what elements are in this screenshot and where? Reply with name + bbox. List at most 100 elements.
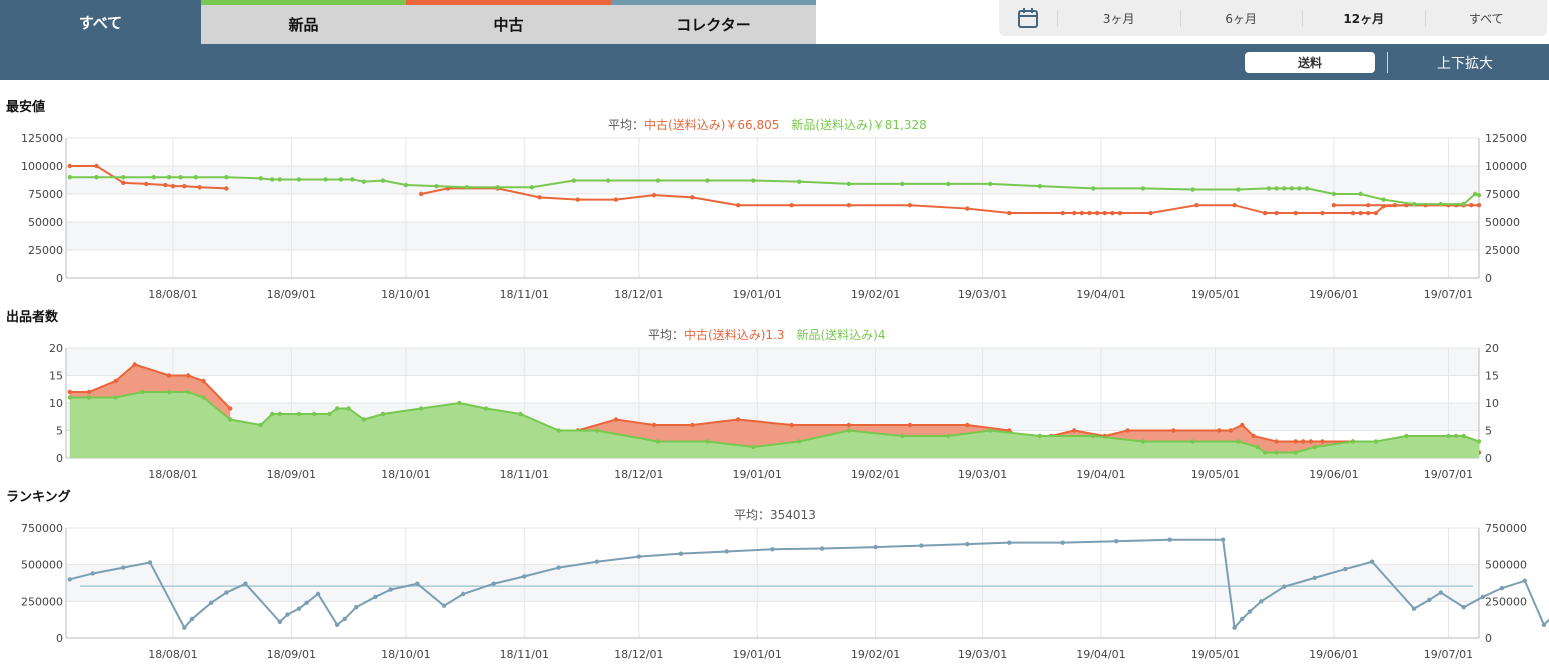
x-tick-label: 19/01/01: [733, 648, 782, 661]
price-chart-title: 最安値: [6, 100, 46, 115]
data-point: [151, 175, 157, 180]
price-chart: 18/08/01 18/09/01 18/10/01 18/11/01 18/12/01…: [21, 117, 1527, 301]
calendar-icon[interactable]: [999, 7, 1057, 29]
data-point: [296, 606, 302, 611]
data-point: [315, 591, 321, 597]
data-point: [258, 176, 263, 181]
range-6m[interactable]: 6ヶ月: [1179, 9, 1303, 27]
data-point: [1266, 186, 1272, 191]
plot-band: [66, 194, 1479, 222]
data-point: [873, 544, 878, 550]
subtitle-prefix: 平均：: [608, 118, 644, 132]
data-point: [228, 417, 233, 422]
data-point: [1140, 439, 1146, 444]
y-tick-label-left: 0: [56, 452, 63, 465]
x-tick-label: 19/02/01: [851, 648, 900, 661]
subtitle-value: 354013: [770, 508, 816, 522]
plot-band: [66, 375, 1479, 403]
x-tick-label: 18/09/01: [267, 648, 316, 661]
data-point: [1480, 594, 1486, 600]
y-tick-label-right: 500000: [1485, 559, 1527, 572]
data-point: [1190, 439, 1195, 444]
x-tick-label: 19/05/01: [1191, 468, 1240, 481]
data-point: [556, 428, 561, 433]
data-point: [403, 182, 409, 188]
data-point: [1117, 210, 1123, 216]
x-tick-label: 19/07/01: [1424, 288, 1473, 301]
tab-used[interactable]: 中古: [406, 0, 611, 44]
data-point: [1476, 203, 1482, 208]
data-point: [789, 422, 794, 428]
data-point: [277, 619, 283, 625]
data-point: [285, 612, 290, 617]
data-point: [1350, 439, 1356, 444]
data-point: [705, 178, 710, 183]
range-12m[interactable]: 12ヶ月: [1302, 9, 1425, 27]
vertical-zoom-button[interactable]: 上下拡大: [1437, 55, 1493, 72]
y-tick-label-left: 125000: [21, 132, 63, 145]
y-tick-label-right: 15: [1485, 370, 1499, 383]
x-tick-label: 18/10/01: [381, 288, 430, 301]
data-point: [338, 177, 344, 182]
data-point: [797, 439, 802, 444]
data-point: [690, 195, 695, 200]
data-point: [1476, 192, 1482, 198]
data-point: [342, 616, 347, 622]
data-point: [1274, 210, 1279, 216]
subtitle-new: 新品(送料込み)￥81,328: [791, 117, 926, 132]
data-point: [1091, 433, 1096, 439]
data-point: [1312, 444, 1317, 450]
data-point: [483, 406, 489, 411]
y-tick-label-right: 750000: [1485, 522, 1527, 535]
data-point: [388, 587, 393, 592]
x-tick-label: 19/03/01: [958, 648, 1007, 661]
data-point: [594, 428, 600, 433]
data-point: [1007, 540, 1012, 545]
data-point: [770, 547, 775, 552]
data-point: [1167, 537, 1172, 542]
data-point: [846, 422, 852, 428]
data-point: [1236, 187, 1241, 192]
data-point: [1240, 422, 1245, 428]
y-tick-label-left: 15: [49, 370, 63, 383]
data-point: [1091, 186, 1096, 191]
range-all[interactable]: すべて: [1424, 9, 1548, 27]
range-3m[interactable]: 3ヶ月: [1057, 9, 1180, 27]
data-point: [789, 203, 794, 208]
data-point: [327, 411, 332, 417]
data-point: [270, 177, 275, 182]
y-tick-label-left: 20: [49, 342, 63, 355]
data-point: [900, 181, 905, 187]
sellers-chart: 18/08/01 18/09/01 18/10/01 18/11/01 18/12/01…: [49, 327, 1499, 481]
data-point: [495, 185, 500, 190]
tab-new[interactable]: 新品: [201, 0, 406, 44]
x-tick-label: 18/10/01: [381, 648, 430, 661]
data-point: [1071, 210, 1077, 216]
data-point: [518, 411, 523, 417]
x-tick-label: 18/11/01: [500, 468, 549, 481]
shipping-toggle-button[interactable]: 送料: [1245, 52, 1375, 73]
data-point: [186, 373, 191, 378]
data-point: [418, 191, 424, 197]
data-point: [1320, 439, 1325, 444]
data-point: [170, 183, 176, 189]
data-point: [1060, 540, 1065, 545]
chart-subtitle: 平均：354013: [734, 508, 816, 522]
data-point: [651, 422, 657, 428]
tab-all[interactable]: すべて: [0, 0, 201, 44]
x-tick-label: 19/04/01: [1076, 648, 1125, 661]
data-point: [243, 581, 248, 586]
data-point: [163, 182, 168, 188]
data-point: [1293, 439, 1298, 444]
data-point: [296, 411, 302, 417]
tab-collector[interactable]: コレクター: [611, 0, 816, 44]
data-point: [987, 181, 993, 187]
data-point: [67, 175, 73, 180]
data-point: [1007, 210, 1012, 216]
data-point: [1094, 210, 1100, 216]
data-point: [1541, 622, 1547, 627]
y-tick-label-right: 50000: [1485, 216, 1520, 229]
data-point: [346, 406, 351, 411]
data-point: [182, 625, 187, 630]
y-tick-label-right: 0: [1485, 272, 1492, 285]
